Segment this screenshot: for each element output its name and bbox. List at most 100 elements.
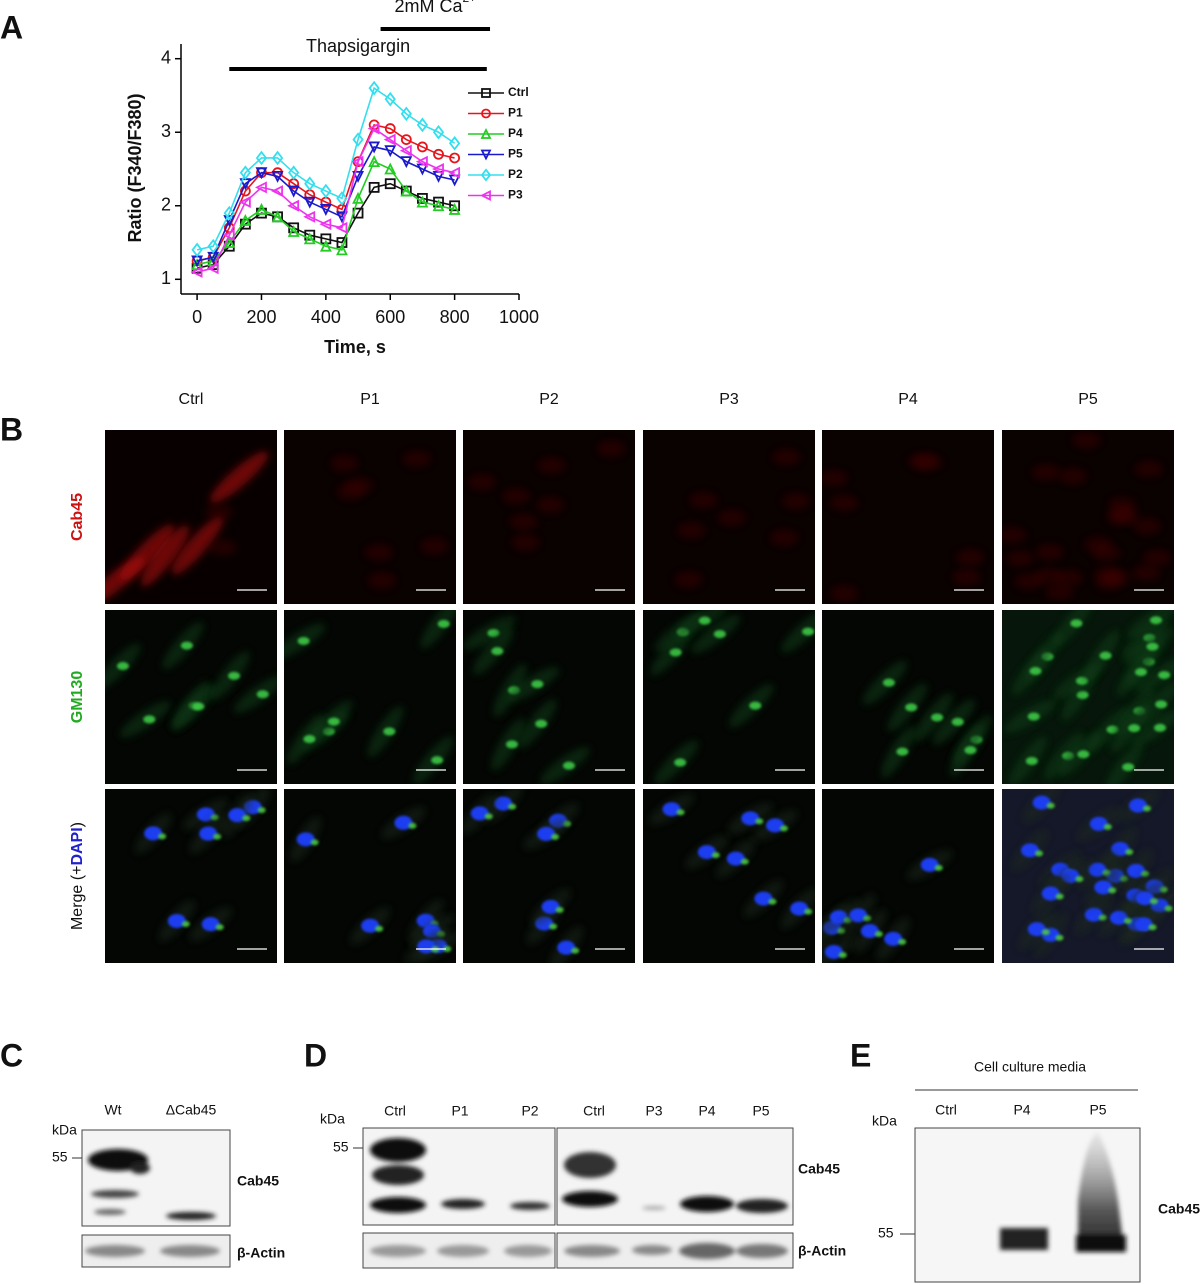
data-point [449, 200, 461, 212]
cell-stain [689, 492, 718, 509]
y-tick-label: 2 [161, 195, 171, 215]
cell-stain [1132, 518, 1161, 535]
data-point [384, 178, 396, 190]
micrograph [105, 430, 277, 604]
cell-stain [597, 440, 626, 457]
golgi-stain [1055, 893, 1064, 900]
series-line [196, 123, 455, 262]
cell-stain [955, 549, 984, 566]
lane-label: P5 [1089, 1102, 1106, 1118]
cell-stain [1031, 464, 1060, 481]
unit-label: kDa [320, 1111, 345, 1127]
cell-stain [908, 453, 937, 470]
micrograph [822, 610, 994, 784]
data-point [287, 185, 300, 198]
lane-label: P3 [645, 1103, 662, 1119]
golgi-stain [804, 908, 813, 915]
golgi-stain [1142, 805, 1151, 812]
nucleus [741, 811, 760, 826]
nucleus [1128, 798, 1147, 813]
lane-label: Wt [104, 1102, 121, 1118]
cell-stain [1094, 566, 1123, 583]
golgi-stain [711, 852, 720, 859]
cell-stain [674, 571, 703, 588]
row-label-text: DAPI [69, 827, 86, 865]
x-tick-label: 1000 [499, 307, 539, 327]
cell-stain [1045, 583, 1074, 600]
golgi-stain [874, 931, 883, 938]
cell-stain [829, 494, 858, 511]
data-point [271, 150, 284, 166]
lane-label: ΔCab45 [166, 1102, 217, 1118]
golgi-stain [228, 671, 241, 680]
cell-stain [1014, 573, 1043, 590]
golgi-stain [1153, 723, 1166, 732]
lane-label: Ctrl [384, 1103, 406, 1119]
nucleus [726, 851, 745, 866]
nucleus [860, 924, 879, 939]
cell-stain [502, 488, 531, 505]
golgi-stain [408, 822, 417, 829]
golgi-stain [375, 925, 384, 932]
data-point [352, 132, 364, 147]
nucleus [754, 891, 773, 906]
data-point [239, 165, 252, 181]
y-axis-label: Ratio (F340/F380) [125, 93, 145, 242]
nucleus [884, 931, 903, 946]
golgi-stain [905, 703, 918, 712]
legend-label: P3 [508, 188, 523, 202]
cell-stain [209, 451, 269, 504]
mw-marker: 55 [878, 1225, 894, 1241]
nucleus [1109, 910, 1128, 925]
data-point [190, 265, 203, 278]
cell-stain [1005, 550, 1034, 567]
golgi-stain [1077, 750, 1090, 759]
data-point [368, 80, 380, 96]
data-point [255, 202, 268, 215]
image-content [290, 806, 456, 963]
y-tick-label: 4 [161, 47, 171, 67]
panel-label: B [0, 411, 23, 447]
golgi-stain [215, 924, 224, 931]
row-label: GM130 [69, 671, 86, 724]
data-point [351, 155, 364, 168]
blot [362, 1127, 794, 1269]
legend-marker [480, 127, 492, 139]
data-point [207, 238, 219, 254]
golgi-stain [1029, 667, 1042, 676]
image-content [822, 849, 953, 963]
micrograph [1002, 610, 1174, 784]
golgi-stain [896, 747, 909, 756]
data-point [432, 163, 444, 175]
micrograph [643, 610, 815, 784]
image-content [1002, 432, 1172, 600]
nucleus [1032, 795, 1051, 810]
golgi-stain [535, 719, 548, 728]
cell-stain [1108, 497, 1137, 514]
cell-stain [717, 509, 746, 526]
nucleus [790, 901, 809, 916]
micrograph [1002, 430, 1174, 604]
series-line [196, 160, 455, 266]
golgi-stain [755, 818, 764, 825]
cell-stain [772, 449, 801, 466]
golgi-stain [1075, 875, 1084, 882]
golgi-stain [1146, 642, 1159, 651]
data-point [368, 155, 381, 168]
cell-stain [367, 572, 396, 589]
cell-stain [208, 539, 237, 556]
panel-label: D [304, 1037, 327, 1073]
image-content [649, 793, 815, 929]
golgi-stain [1055, 934, 1064, 941]
row-label: Merge (+DAPI) [69, 822, 86, 930]
data-point [352, 191, 365, 204]
golgi-stain [158, 833, 167, 840]
data-point [222, 229, 235, 242]
cell-stain [511, 534, 540, 551]
data-point [449, 152, 461, 164]
data-point [304, 176, 316, 192]
nucleus [1020, 843, 1039, 858]
micrograph [822, 789, 994, 963]
band-label: β-Actin [237, 1245, 285, 1261]
